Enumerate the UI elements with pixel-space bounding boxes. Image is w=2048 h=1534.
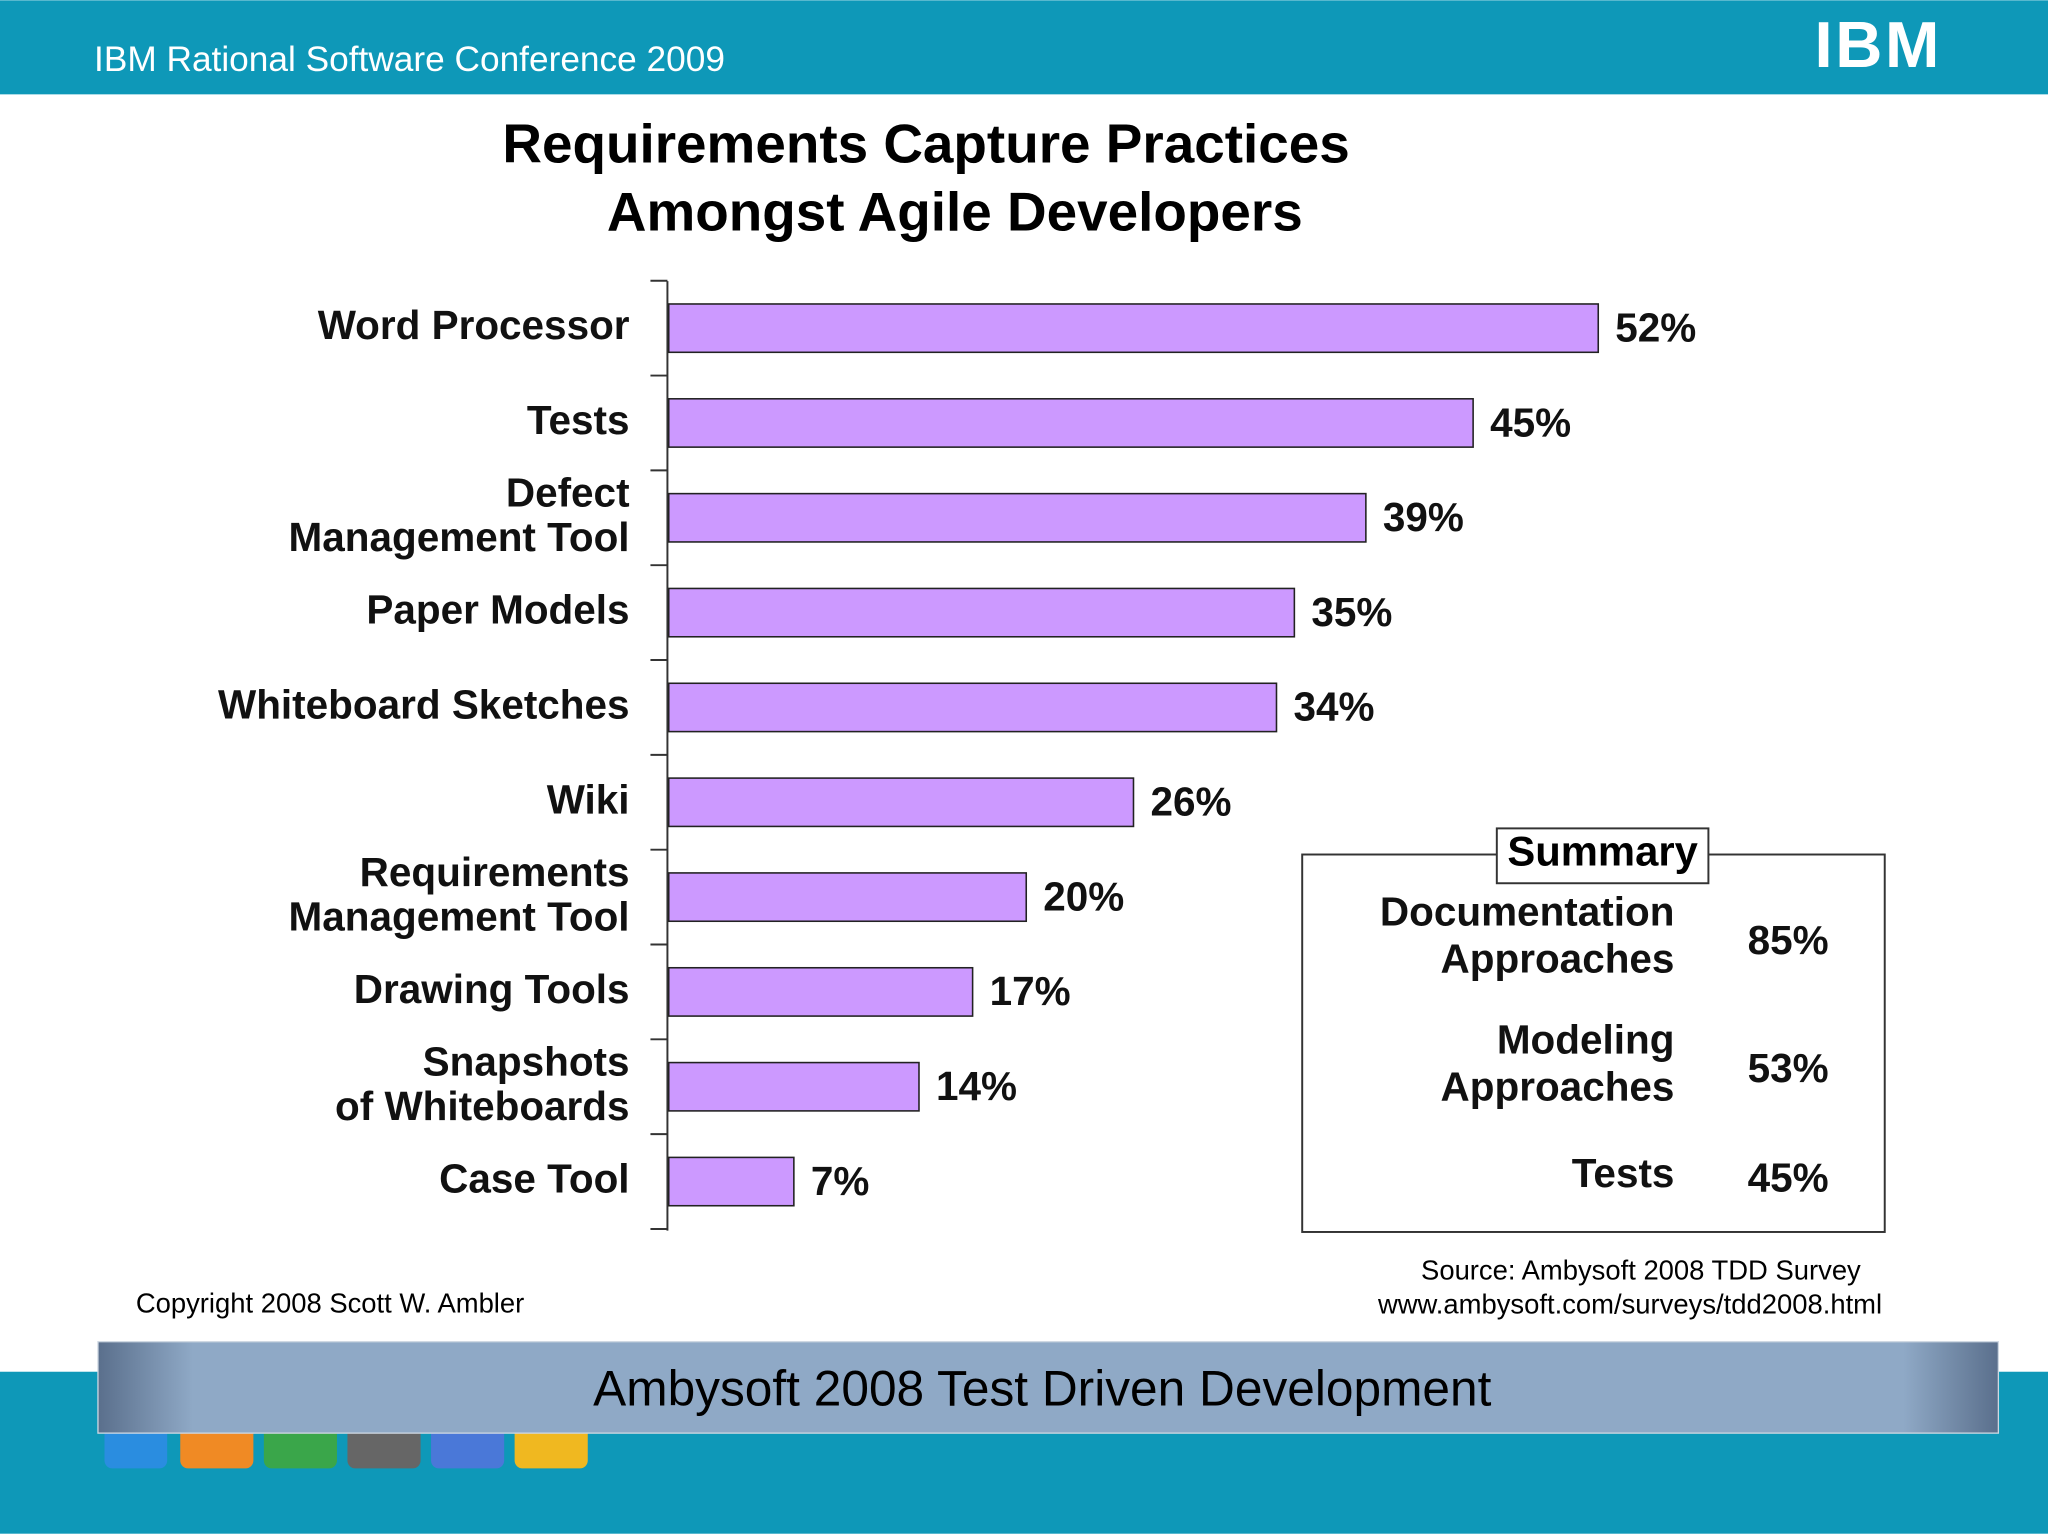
- header-title: IBM Rational Software Conference 2009: [94, 40, 725, 79]
- summary-title: Summary: [1507, 828, 1698, 875]
- category-label: Wiki: [547, 776, 630, 822]
- footer-icons: [104, 1423, 588, 1469]
- summary-box: [1301, 853, 1886, 1233]
- summary-value: 85%: [1748, 917, 1829, 963]
- category-label: Paper Models: [366, 586, 629, 632]
- value-label: 35%: [1311, 589, 1392, 635]
- bar: [667, 777, 1135, 828]
- category-label: Whiteboard Sketches: [218, 681, 630, 727]
- chart-title: Requirements Capture Practices: [502, 112, 1349, 174]
- value-label: 26%: [1150, 779, 1231, 825]
- value-label: 14%: [936, 1063, 1017, 1109]
- summary-label: Modeling Approaches: [1441, 1016, 1675, 1109]
- category-label: Tests: [527, 397, 630, 443]
- value-label: 20%: [1043, 873, 1124, 919]
- summary-label: Tests: [1572, 1150, 1675, 1196]
- source: Source: Ambysoft 2008 TDD Survey: [1421, 1255, 1861, 1286]
- bar: [667, 1061, 920, 1112]
- footer-title: Ambysoft 2008 Test Driven Development: [593, 1361, 1492, 1417]
- category-label: Defect Management Tool: [289, 469, 630, 559]
- value-label: 52%: [1615, 304, 1696, 350]
- value-label: 17%: [990, 968, 1071, 1014]
- bar: [667, 872, 1028, 923]
- bar: [667, 587, 1296, 638]
- category-label: Snapshots of Whiteboards: [335, 1038, 630, 1128]
- category-label: Requirements Management Tool: [289, 849, 630, 939]
- logo: IBM: [1814, 8, 1942, 81]
- bar: [667, 398, 1474, 448]
- bar: [667, 1156, 795, 1207]
- category-label: Drawing Tools: [354, 966, 630, 1012]
- summary-title-box: [1495, 827, 1710, 885]
- value-label: 39%: [1383, 494, 1464, 540]
- bar: [667, 966, 974, 1017]
- category-label: Word Processor: [318, 302, 630, 348]
- chart-title: Amongst Agile Developers: [607, 180, 1303, 242]
- category-label: Case Tool: [439, 1155, 629, 1201]
- summary-value: 45%: [1748, 1155, 1829, 1201]
- source-url: www.ambysoft.com/surveys/tdd2008.html: [1377, 1289, 1882, 1320]
- summary-label: Documentation Approaches: [1380, 888, 1675, 981]
- header-band: [0, 0, 2048, 95]
- copyright: Copyright 2008 Scott W. Ambler: [136, 1287, 524, 1318]
- bar: [667, 303, 1600, 354]
- value-label: 45%: [1490, 399, 1571, 445]
- bar: [667, 492, 1367, 543]
- summary-value: 53%: [1748, 1045, 1829, 1091]
- value-label: 34%: [1293, 684, 1374, 730]
- bar: [667, 682, 1278, 733]
- footer-bar: [97, 1341, 2000, 1434]
- value-label: 7%: [811, 1158, 870, 1204]
